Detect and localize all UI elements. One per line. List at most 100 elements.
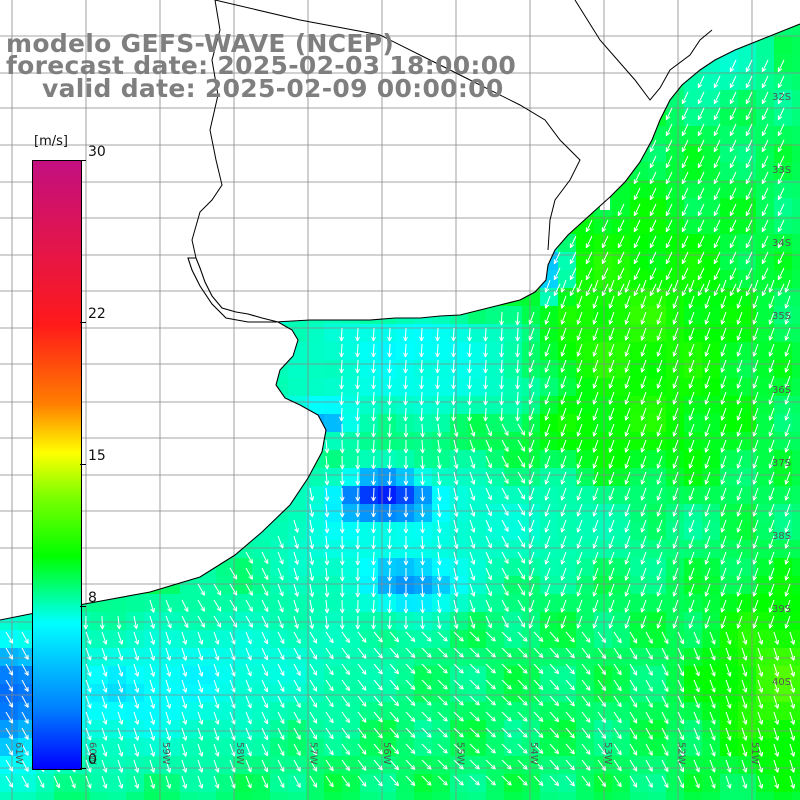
wind-arrow — [341, 647, 351, 660]
wind-arrow — [453, 775, 464, 786]
field-cell — [774, 324, 793, 343]
wind-arrow — [640, 535, 647, 549]
wind-arrow — [277, 711, 285, 725]
wind-arrow — [672, 439, 679, 453]
field-cell — [612, 360, 631, 379]
wind-arrow — [773, 647, 780, 661]
field-cell — [432, 324, 451, 343]
wind-arrow — [517, 551, 526, 564]
wind-arrow — [624, 551, 631, 565]
field-cell — [666, 576, 685, 595]
field-cell — [396, 594, 415, 613]
wind-arrow — [565, 759, 575, 771]
field-cell — [414, 342, 433, 361]
wind-arrow — [581, 663, 591, 675]
wind-arrow — [85, 743, 92, 757]
field-cell — [702, 468, 721, 487]
wind-arrow — [229, 759, 236, 773]
wind-arrow — [533, 743, 544, 754]
wind-arrow — [421, 775, 432, 786]
wind-arrow — [437, 711, 448, 722]
field-cell — [756, 792, 775, 800]
wind-arrow — [592, 391, 599, 405]
field-cell — [324, 666, 343, 685]
field-cell — [324, 594, 343, 613]
field-cell — [792, 234, 800, 253]
wind-arrow — [585, 219, 593, 233]
wind-arrow — [261, 695, 268, 709]
wind-arrow — [761, 171, 769, 185]
field-cell — [486, 396, 505, 415]
wind-arrow — [453, 711, 464, 722]
wind-arrow — [453, 727, 464, 738]
wind-arrow — [601, 251, 609, 265]
field-cell — [0, 792, 19, 800]
wind-arrow — [483, 343, 488, 358]
wind-arrow — [197, 663, 204, 677]
wind-arrow — [371, 567, 376, 582]
wind-arrow — [389, 679, 400, 691]
wind-arrow — [720, 519, 727, 533]
field-cell — [234, 630, 253, 649]
longitude-label: 58W — [234, 742, 245, 765]
field-cell — [522, 324, 541, 343]
wind-arrow — [665, 187, 673, 201]
wind-arrow — [713, 283, 721, 297]
wind-arrow — [309, 727, 318, 740]
field-cell — [756, 162, 775, 181]
field-cell — [594, 486, 613, 505]
wind-arrow — [597, 743, 607, 755]
field-cell — [540, 360, 559, 379]
wind-arrow — [485, 727, 496, 738]
field-cell — [396, 414, 415, 433]
field-cell — [558, 702, 577, 721]
wind-arrow — [533, 679, 544, 690]
wind-arrow — [309, 567, 315, 582]
field-cell — [126, 774, 145, 793]
field-cell — [756, 126, 775, 145]
wind-arrow — [549, 663, 560, 675]
wind-arrow — [576, 279, 583, 293]
wind-arrow — [777, 235, 785, 249]
field-cell — [432, 648, 451, 667]
field-cell — [450, 576, 469, 595]
field-cell — [378, 432, 397, 451]
wind-arrow — [501, 567, 509, 580]
field-cell — [792, 360, 800, 379]
field-cell — [0, 774, 19, 793]
wind-arrow — [789, 663, 796, 677]
colorbar-tick-label: 0 — [88, 752, 97, 768]
wind-arrow — [681, 187, 689, 201]
field-cell — [594, 432, 613, 451]
wind-arrow — [501, 775, 512, 786]
wind-arrow — [640, 583, 647, 597]
wind-arrow — [133, 695, 140, 709]
model-title: modelo GEFS-WAVE (NCEP) — [6, 29, 395, 58]
wind-arrow — [789, 711, 796, 725]
field-cell — [594, 342, 613, 361]
wind-arrow — [640, 615, 647, 629]
longitude-label: 59W — [160, 742, 171, 765]
field-cell — [18, 792, 37, 800]
wind-arrow — [165, 727, 172, 741]
wind-arrow — [745, 123, 753, 137]
wind-arrow — [713, 251, 721, 265]
field-cell — [648, 252, 667, 271]
field-cell — [306, 630, 325, 649]
wind-arrow — [597, 695, 607, 707]
wind-arrow — [569, 235, 577, 249]
wind-arrow — [149, 711, 156, 725]
field-cell — [450, 360, 469, 379]
field-cell — [162, 702, 181, 721]
field-cell — [756, 774, 775, 793]
field-cell — [360, 540, 379, 559]
wind-arrow — [213, 743, 220, 757]
wind-arrow — [85, 647, 92, 661]
wind-arrow — [560, 439, 567, 453]
wind-arrow — [325, 743, 334, 756]
wind-arrow — [645, 647, 653, 660]
field-cell — [540, 504, 559, 523]
wind-arrow — [355, 551, 361, 566]
wind-arrow — [665, 107, 673, 121]
